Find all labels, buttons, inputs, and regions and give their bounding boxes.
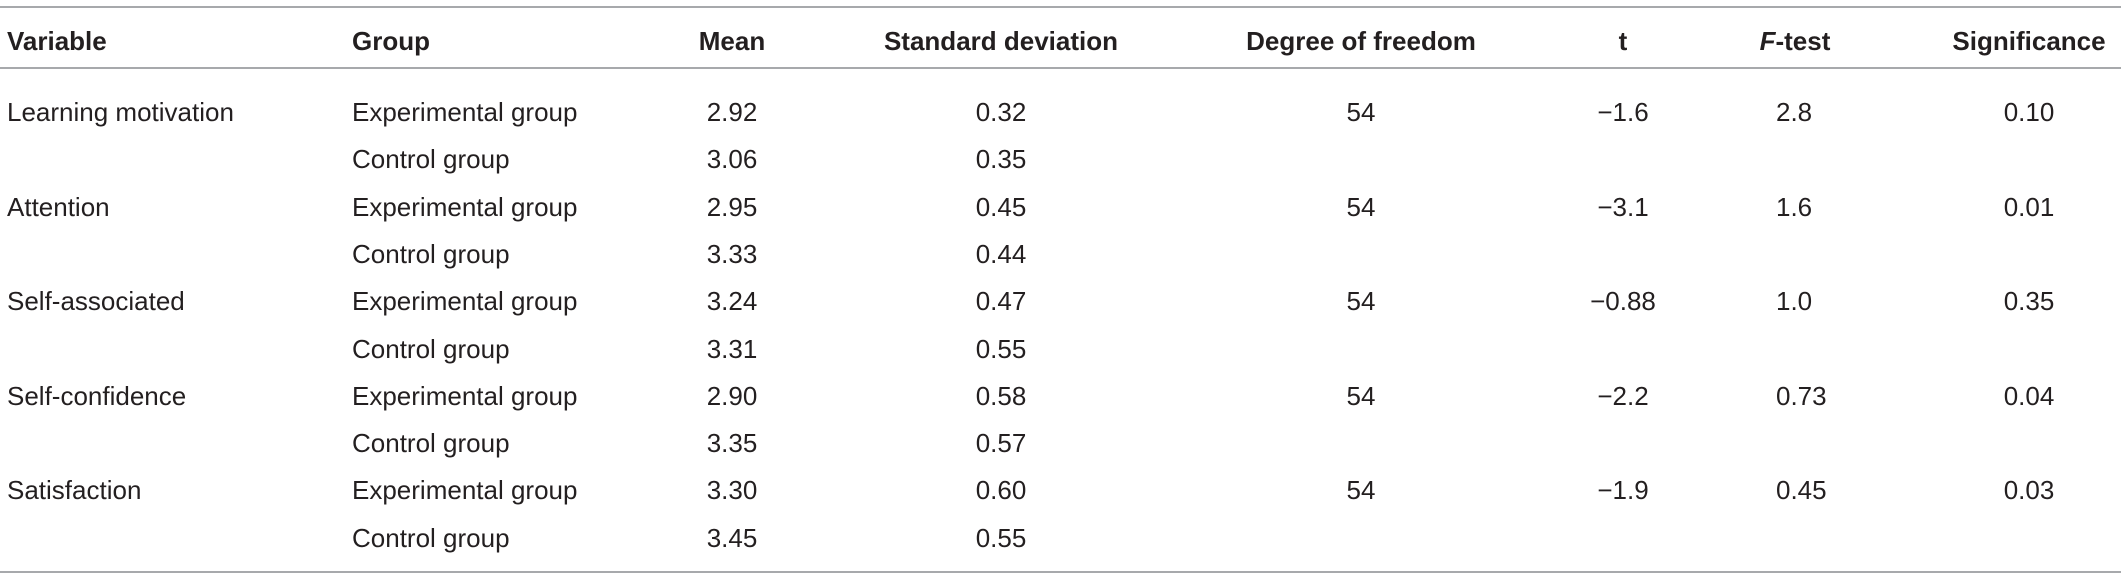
std-dev-cell: 0.57 [975, 428, 1027, 459]
mean-cell: 3.35 [706, 428, 758, 459]
std-dev-cell: 0.45 [975, 191, 1027, 222]
std-dev-cell: 0.35 [975, 144, 1027, 175]
significance-cell: 0.01 [2003, 191, 2055, 222]
f-test-cell: 2.8 [1776, 97, 1813, 127]
column-header: Mean [698, 26, 766, 56]
mean-cell: 2.92 [706, 97, 758, 127]
significance-cell: 0.35 [2003, 286, 2055, 317]
std-dev-cell: 0.58 [975, 380, 1027, 411]
variable-cell: Learning motivation [7, 97, 234, 127]
df-cell: 54 [1346, 286, 1376, 317]
column-header: Standard deviation [883, 26, 1119, 56]
group-cell: Experimental group [352, 475, 578, 506]
df-cell: 54 [1346, 475, 1376, 506]
std-dev-cell: 0.55 [975, 333, 1027, 364]
mean-cell: 3.31 [706, 333, 758, 364]
column-header: Significance [1952, 26, 2106, 56]
variable-cell: Self-associated [7, 286, 185, 317]
std-dev-cell: 0.47 [975, 286, 1027, 317]
bottom-rule [0, 571, 2121, 573]
group-cell: Experimental group [352, 97, 578, 127]
group-cell: Control group [352, 522, 510, 553]
f-test-cell: 0.73 [1776, 380, 1827, 411]
df-cell: 54 [1346, 191, 1376, 222]
column-header: t [1618, 26, 1628, 56]
df-cell: 54 [1346, 97, 1376, 127]
group-cell: Control group [352, 333, 510, 364]
group-cell: Experimental group [352, 191, 578, 222]
column-header: F-test [1759, 26, 1831, 56]
column-header: Variable [7, 26, 107, 56]
t-value-cell: −1.6 [1597, 97, 1649, 127]
f-test-cell: 0.45 [1776, 475, 1827, 506]
group-cell: Control group [352, 238, 510, 269]
std-dev-cell: 0.44 [975, 238, 1027, 269]
std-dev-cell: 0.55 [975, 522, 1027, 553]
significance-cell: 0.04 [2003, 380, 2055, 411]
group-cell: Control group [352, 144, 510, 175]
f-test-cell: 1.0 [1776, 286, 1813, 317]
column-header: Degree of freedom [1246, 26, 1476, 56]
mean-cell: 3.45 [706, 522, 758, 553]
df-cell: 54 [1346, 380, 1376, 411]
mean-cell: 3.06 [706, 144, 758, 175]
group-cell: Control group [352, 428, 510, 459]
mean-cell: 3.33 [706, 238, 758, 269]
top-rule [0, 6, 2121, 8]
t-value-cell: −0.88 [1590, 286, 1656, 317]
mean-cell: 2.95 [706, 191, 758, 222]
t-value-cell: −2.2 [1597, 380, 1649, 411]
variable-cell: Satisfaction [7, 475, 142, 506]
t-value-cell: −1.9 [1597, 475, 1649, 506]
mean-cell: 3.30 [706, 475, 758, 506]
f-test-cell: 1.6 [1776, 191, 1813, 222]
mean-cell: 3.24 [706, 286, 758, 317]
group-cell: Experimental group [352, 286, 578, 317]
mean-cell: 2.90 [706, 380, 758, 411]
header-rule [0, 67, 2121, 69]
variable-cell: Self-confidence [7, 380, 187, 411]
variable-cell: Attention [7, 191, 110, 222]
std-dev-cell: 0.32 [975, 97, 1027, 127]
group-cell: Experimental group [352, 380, 578, 411]
significance-cell: 0.10 [2003, 97, 2055, 127]
std-dev-cell: 0.60 [975, 475, 1027, 506]
significance-cell: 0.03 [2003, 475, 2055, 506]
t-value-cell: −3.1 [1597, 191, 1649, 222]
column-header: Group [352, 26, 430, 56]
